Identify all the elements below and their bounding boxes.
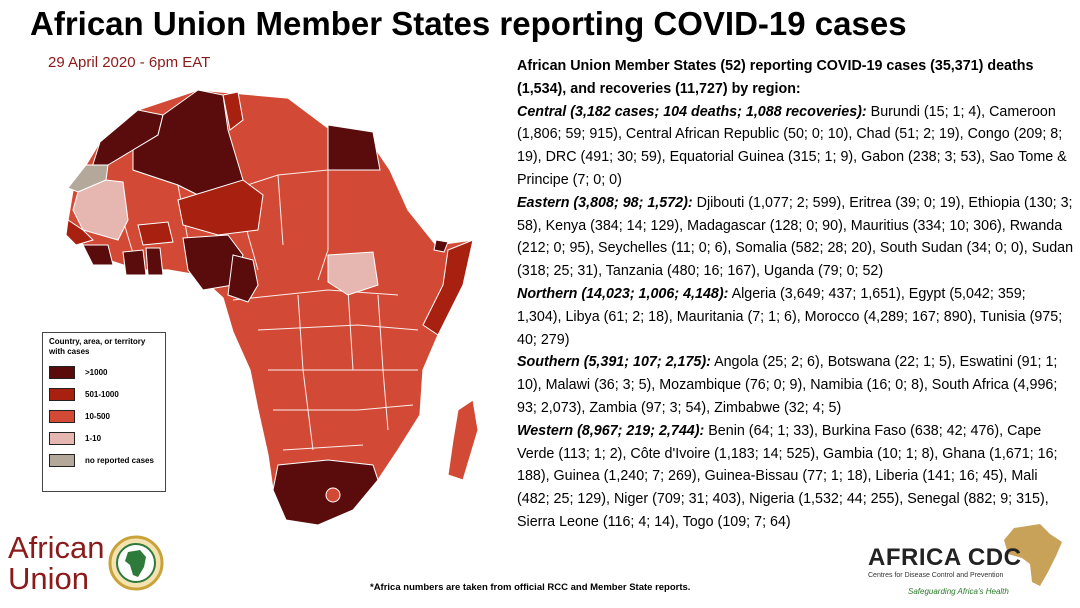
region-paragraph-western: Western (8,967; 219; 2,744): Benin (64; … [517, 420, 1074, 534]
legend-label: >1000 [85, 368, 108, 377]
region-name: Southern (5,391; 107; 2,175): [517, 354, 711, 371]
region-niger [177, 179, 264, 236]
au-wordmark: African Union [8, 532, 104, 594]
region-lesotho [325, 487, 341, 503]
africa-outline-icon [1004, 524, 1062, 586]
legend-label: 1-10 [85, 434, 102, 443]
map-legend: Country, area, or territory with cases >… [42, 332, 166, 492]
region-paragraph-southern: Southern (5,391; 107; 2,175): Angola (25… [517, 351, 1074, 419]
africa-cdc-logo: AFRICA CDC Centres for Disease Control a… [860, 520, 1070, 602]
region-name: Eastern (3,808; 98; 1,572): [517, 194, 693, 211]
region-name: Central (3,182 cases; 104 deaths; 1,088 … [517, 103, 867, 120]
region-name: Northern (14,023; 1,006; 4,148): [517, 285, 729, 302]
legend-swatch [49, 388, 75, 401]
summary-heading: African Union Member States (52) reporti… [517, 58, 1034, 97]
region-madagascar [447, 399, 479, 481]
au-wordmark-line1: African [8, 530, 105, 565]
legend-item-501-1000: 501-1000 [49, 388, 159, 401]
region-countries: Benin (64; 1; 33), Burkina Faso (638; 42… [517, 422, 1058, 530]
legend-item-no-cases: no reported cases [49, 454, 159, 467]
legend-swatch [49, 366, 75, 379]
cdc-tagline: Safeguarding Africa's Health [908, 587, 1009, 596]
region-cote-divoire [122, 249, 147, 276]
legend-label: no reported cases [85, 456, 154, 465]
legend-swatch [49, 454, 75, 467]
region-countries: Djibouti (1,077; 2; 599), Eritrea (39; 0… [517, 194, 1074, 280]
legend-item-1-10: 1-10 [49, 432, 159, 445]
region-tunisia [222, 91, 244, 131]
region-south-sudan [327, 251, 379, 296]
legend-label: 10-500 [85, 412, 110, 421]
page-title: African Union Member States reporting CO… [30, 5, 907, 42]
legend-item-over-1000: >1000 [49, 366, 159, 379]
cdc-name: AFRICA CDC [868, 544, 1022, 571]
region-egypt [327, 124, 381, 171]
region-western-sahara [67, 164, 109, 193]
legend-swatch [49, 410, 75, 423]
region-countries: Algeria (3,649; 437; 1,651), Egypt (5,04… [517, 285, 1063, 348]
region-countries: Burundi (15; 1; 4), Cameroon (1,806; 59;… [517, 103, 1067, 188]
cdc-subtitle: Centres for Disease Control and Preventi… [868, 572, 1004, 579]
region-djibouti [433, 239, 449, 253]
region-paragraph-central: Central (3,182 cases; 104 deaths; 1,088 … [517, 101, 1074, 192]
region-mauritania [72, 179, 129, 241]
au-emblem-icon [108, 535, 164, 591]
region-ghana [145, 247, 164, 276]
legend-item-10-500: 10-500 [49, 410, 159, 423]
africa-map [65, 89, 479, 526]
legend-swatch [49, 432, 75, 445]
legend-label: 501-1000 [85, 390, 119, 399]
au-wordmark-line2: Union [8, 561, 89, 596]
region-somalia [422, 239, 474, 336]
region-senegal [65, 219, 94, 246]
report-date: 29 April 2020 - 6pm EAT [48, 54, 211, 71]
summary-panel: African Union Member States (52) reporti… [517, 55, 1074, 534]
region-guinea [82, 244, 114, 266]
legend-title: Country, area, or territory with cases [49, 337, 146, 356]
region-name: Western (8,967; 219; 2,744): [517, 422, 705, 439]
region-cameroon [227, 254, 259, 303]
region-burkina-faso [137, 221, 174, 246]
source-footnote: *Africa numbers are taken from official … [370, 582, 691, 593]
region-paragraph-eastern: Eastern (3,808; 98; 1,572): Djibouti (1,… [517, 192, 1074, 283]
region-south-africa [272, 459, 379, 526]
region-countries: Angola (25; 2; 6), Botswana (22; 1; 5), … [517, 354, 1058, 416]
african-union-logo: African Union [8, 532, 164, 594]
region-paragraph-northern: Northern (14,023; 1,006; 4,148): Algeria… [517, 283, 1074, 351]
